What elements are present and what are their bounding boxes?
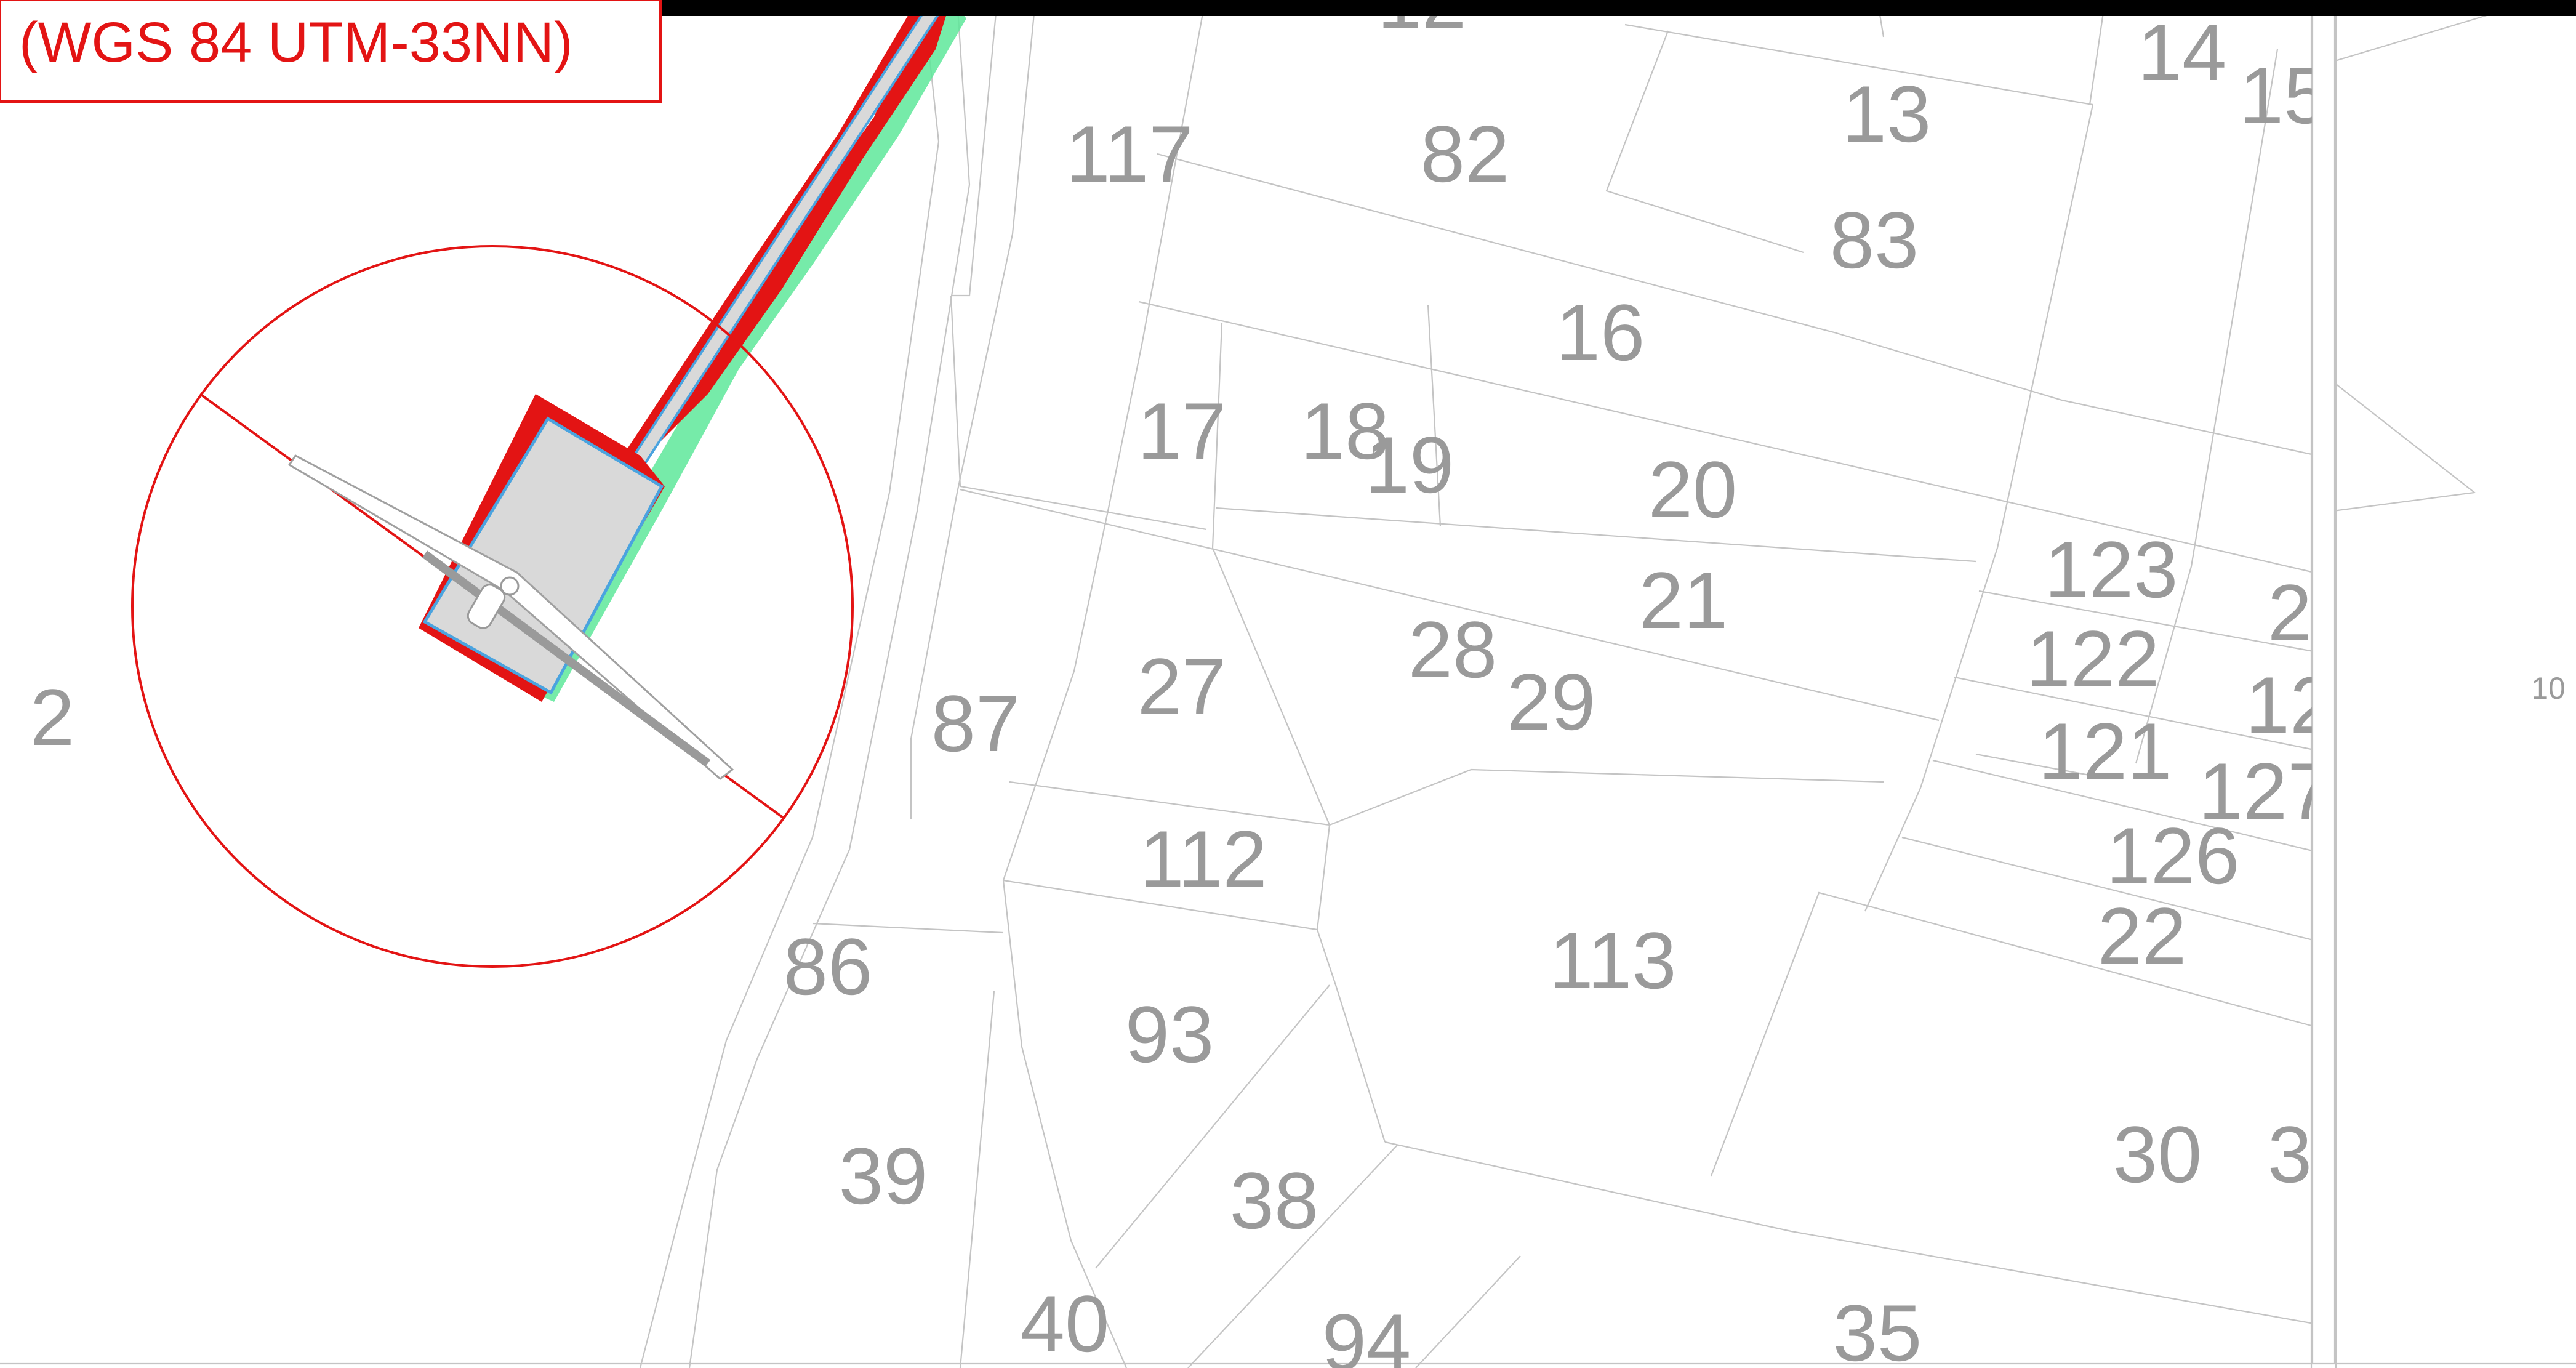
parcel-labels: 12 14 15 13 117 82 83 16 17 18 19 20 123… [30, 0, 2566, 1368]
rotor-sweep-circle [131, 245, 854, 968]
parcel-boundary-line [950, 295, 1207, 531]
parcel-label: 3 [2268, 1109, 2312, 1199]
parcel-boundary-line [1095, 984, 1330, 1269]
parcel-label: 82 [1421, 109, 1510, 199]
access-road-inner [628, 1, 941, 473]
parcel-label: 13 [1842, 69, 1932, 159]
parcel-boundary-line [1415, 1255, 1521, 1368]
parcel-label: 17 [1138, 386, 1227, 476]
parcel-label: 122 [2026, 614, 2160, 704]
parcel-label: 20 [1648, 445, 1738, 534]
parcel-boundary-line [1215, 507, 1976, 563]
parcel-label: 16 [1556, 288, 1645, 377]
parcel-boundary-line [1624, 23, 2093, 106]
parcel-label: 2 [30, 672, 74, 762]
parcel-boundary-line [951, 0, 998, 297]
parcel-label: 38 [1230, 1156, 1319, 1245]
parcel-boundary-line [959, 991, 995, 1368]
parcel-label: 121 [2039, 706, 2172, 796]
parcel-label: 22 [2098, 891, 2187, 981]
parcel-boundary-line [1187, 1145, 1398, 1368]
parcel-label: 39 [839, 1131, 928, 1221]
parcel-label: 126 [2106, 811, 2240, 901]
parcel-boundary-line [1002, 0, 1206, 1368]
parcel-label: 18 [1301, 386, 1390, 476]
hub [500, 576, 520, 596]
parcel-label: 127 [2199, 746, 2332, 836]
parcel-label: 14 [2138, 7, 2227, 97]
parcel-label: 35 [1833, 1288, 1922, 1368]
parcel-label: 83 [1830, 195, 1919, 285]
road-edge-line [639, 0, 940, 1368]
parcel-boundary-line [1427, 304, 1442, 527]
parcel-boundary-line [1954, 676, 2321, 752]
parcel-label: 19 [1365, 420, 1455, 510]
parcel-boundary-line [960, 488, 1940, 722]
right-margin-cover [2313, 12, 2335, 1361]
crs-label: (WGS 84 UTM-33NN) [19, 11, 573, 74]
parcel-boundary-line [2135, 49, 2279, 764]
parcel-label: 87 [931, 678, 1021, 768]
parcel-boundary-line [2088, 0, 2106, 105]
parcel-label: 21 [1639, 555, 1728, 645]
parcel-boundary-line [2332, 381, 2476, 512]
parcel-label: 29 [1507, 657, 1596, 747]
parcel-label: 93 [1125, 989, 1214, 1079]
parcel-boundary-line [1384, 1141, 2315, 1325]
turbine-site [131, 0, 966, 968]
parcel-boundary-line [1975, 753, 2093, 777]
parcel-boundary-line [1003, 879, 1318, 931]
parcel-boundaries [812, 0, 2487, 1368]
parcel-boundary-line [812, 922, 1004, 934]
parcel-label: 28 [1408, 605, 1498, 694]
parcel-label: 113 [1549, 915, 1676, 1005]
parcel-label: 86 [784, 922, 873, 1012]
nacelle [467, 584, 506, 629]
parcel-label: 123 [2045, 525, 2178, 614]
parcel-label: 94 [1322, 1297, 1411, 1368]
crs-label-box: (WGS 84 UTM-33NN) [0, 0, 662, 103]
parcel-label: 27 [1138, 642, 1227, 731]
parcel-boundary-line [1138, 300, 2315, 574]
parcel-boundary-line [1009, 781, 1330, 826]
rotor-axis-line [422, 550, 711, 767]
parcel-boundary-line [1932, 759, 2321, 854]
parcel-boundary-line [910, 13, 1035, 819]
parcel-label: 117 [1065, 109, 1193, 199]
parcel-label: 40 [1021, 1279, 1110, 1368]
road-edge-line [688, 0, 971, 1368]
parcel-boundary-line [1978, 590, 2321, 654]
parcel-boundary-line [1605, 30, 1804, 254]
parcel-boundary-line [1329, 768, 1884, 826]
parcel-boundary-line [1157, 153, 2318, 457]
parcel-label-small: 10 [2531, 671, 2566, 706]
parcel-boundary-line [1901, 836, 2321, 943]
parcel-label: 2 [2268, 568, 2312, 658]
parcel-boundary-line [1211, 323, 1386, 1143]
parcel-boundary-line [1710, 891, 2321, 1177]
parcel-boundary-line [1864, 104, 2094, 912]
parcel-label: 112 [1139, 814, 1267, 904]
parcel-boundary-line [2332, 14, 2487, 63]
parcel-label: 30 [2113, 1109, 2202, 1199]
